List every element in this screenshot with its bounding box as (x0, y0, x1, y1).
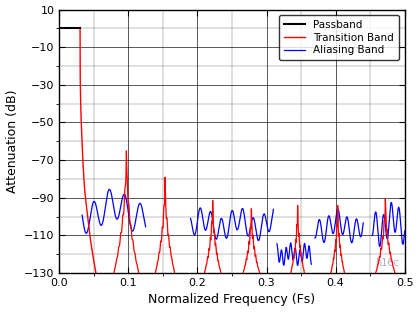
Y-axis label: Attenuation (dB): Attenuation (dB) (5, 90, 18, 193)
Text: h16c: h16c (375, 258, 399, 268)
Legend: Passband, Transition Band, Aliasing Band: Passband, Transition Band, Aliasing Band (279, 15, 399, 61)
X-axis label: Normalized Frequency (Fs): Normalized Frequency (Fs) (148, 294, 316, 306)
